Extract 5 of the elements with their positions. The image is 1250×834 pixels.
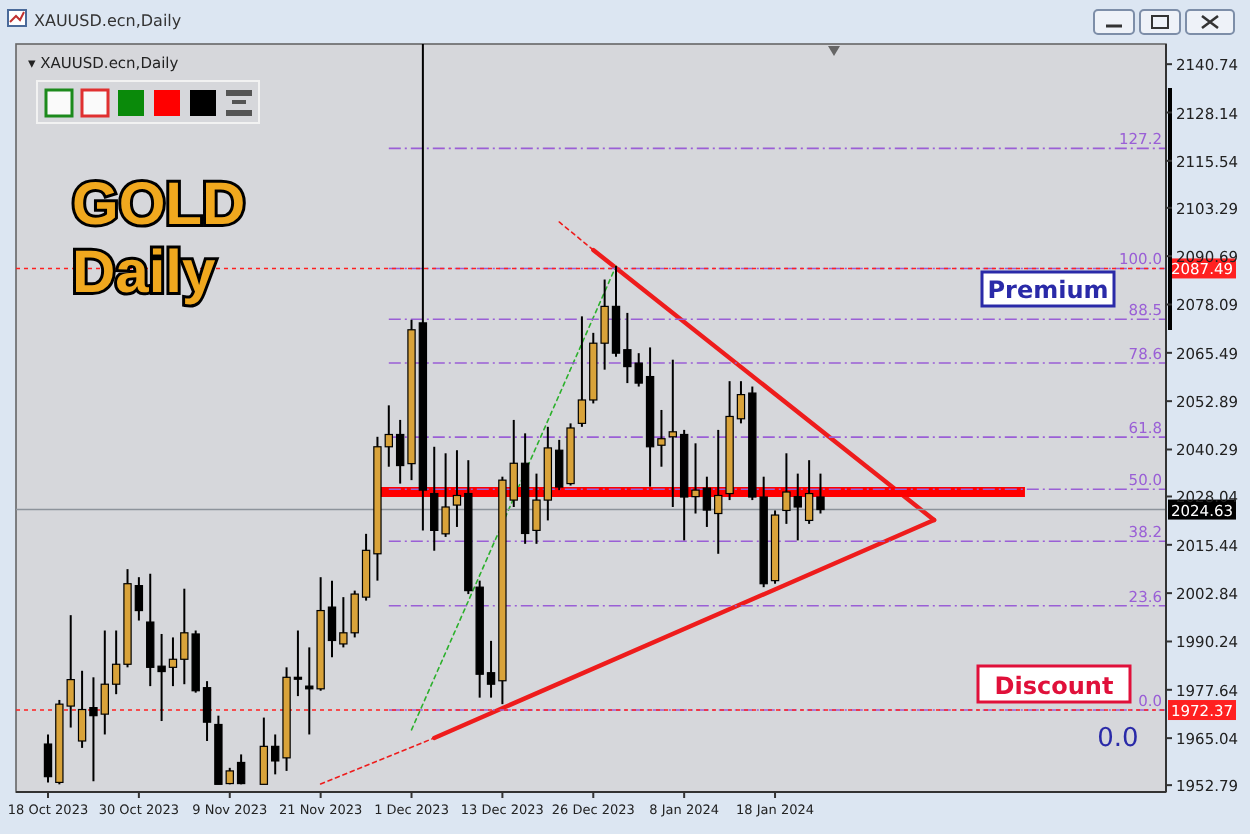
annotation: Premium xyxy=(987,276,1109,304)
annotation: GOLD Daily xyxy=(72,172,246,306)
annotation: 0.0 xyxy=(1097,724,1139,754)
annotation: Discount xyxy=(994,672,1114,700)
chart-title: XAUUSD.ecn,Daily xyxy=(34,12,182,30)
